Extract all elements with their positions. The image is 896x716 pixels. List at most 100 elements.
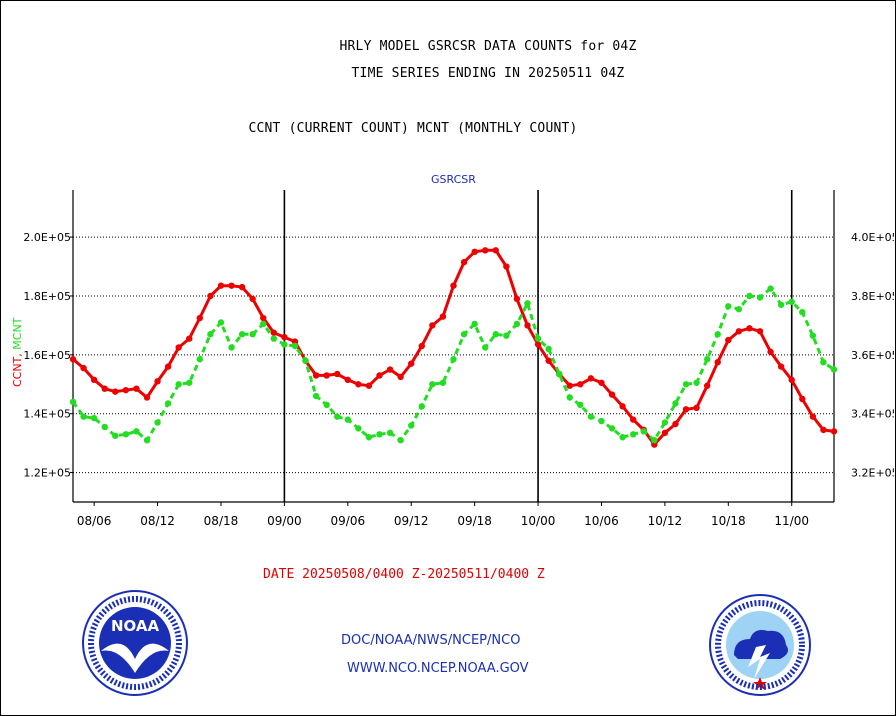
- series-point-ccnt: [365, 382, 373, 389]
- y-right-tick-label: 4.0E+05: [851, 231, 895, 244]
- series-point-ccnt: [503, 263, 510, 270]
- series-point-mcnt: [164, 400, 172, 407]
- series-point-mcnt: [228, 344, 235, 351]
- series-point-mcnt: [651, 436, 658, 444]
- series-point-ccnt: [545, 357, 552, 364]
- x-tick-label: 09/12: [394, 514, 429, 528]
- series-point-ccnt: [249, 295, 256, 303]
- series-point-mcnt: [682, 381, 690, 388]
- series-point-mcnt: [661, 419, 669, 426]
- series-point-ccnt: [143, 394, 151, 401]
- series-point-ccnt: [682, 406, 690, 413]
- series-point-mcnt: [365, 434, 373, 441]
- series-point-mcnt: [207, 331, 214, 338]
- x-tick-label: 10/06: [584, 514, 619, 528]
- y-right-ticks: 3.2E+05 3.4E+05 3.6E+05 3.8E+05 4.0E+05: [851, 231, 895, 479]
- series-point-ccnt: [820, 426, 827, 434]
- series-point-mcnt: [577, 401, 584, 409]
- series-point-mcnt: [80, 413, 87, 420]
- series-point-ccnt: [323, 372, 330, 379]
- series-point-mcnt: [809, 332, 817, 339]
- series-point-mcnt: [323, 401, 330, 409]
- series-point-mcnt: [566, 394, 573, 401]
- series-point-ccnt: [69, 356, 77, 363]
- x-tick-label: 10/18: [711, 514, 746, 528]
- series-point-ccnt: [164, 363, 172, 370]
- series-point-mcnt: [355, 425, 362, 432]
- series-point-mcnt: [90, 414, 98, 422]
- panel-label: GSRCSR: [431, 173, 476, 186]
- series-point-mcnt: [756, 294, 764, 301]
- series-point-ccnt: [133, 385, 140, 392]
- series-point-ccnt: [196, 314, 204, 322]
- series-line-ccnt: [72, 248, 835, 447]
- series-point-mcnt: [767, 285, 774, 292]
- org-website-link[interactable]: WWW.NCO.NCEP.NOAA.GOV: [347, 661, 529, 676]
- y-right-tick-label: 3.4E+05: [851, 408, 895, 421]
- series-point-ccnt: [830, 428, 838, 435]
- series-point-mcnt: [640, 428, 647, 435]
- series-point-ccnt: [217, 282, 225, 289]
- series-point-ccnt: [703, 382, 711, 389]
- noaa-logo-disc: [99, 607, 171, 679]
- series-point-ccnt: [672, 420, 679, 428]
- series-point-mcnt: [386, 429, 394, 437]
- series-point-ccnt: [101, 385, 108, 392]
- series-point-ccnt: [693, 404, 700, 412]
- x-tick-label: 09/06: [331, 514, 366, 528]
- series-point-mcnt: [555, 370, 563, 378]
- series-point-mcnt: [482, 344, 489, 351]
- series-point-ccnt: [608, 391, 616, 398]
- series-point-ccnt: [746, 325, 753, 332]
- y-axis-title-mcnt: MCNT: [11, 317, 24, 349]
- series-point-mcnt: [460, 331, 468, 338]
- series-point-ccnt: [524, 322, 531, 329]
- x-tick-label: 10/00: [521, 514, 556, 528]
- series-point-ccnt: [207, 292, 214, 300]
- series-point-ccnt: [619, 403, 626, 410]
- chart-title-line1: HRLY MODEL GSRCSR DATA COUNTS for 04Z: [339, 39, 637, 54]
- noaa-logo-lettering: [88, 596, 182, 690]
- series-point-mcnt: [777, 301, 785, 308]
- series-point-mcnt: [154, 419, 161, 426]
- series-point-ccnt: [725, 336, 732, 344]
- series-point-mcnt: [302, 357, 309, 364]
- series-point-mcnt: [799, 308, 806, 316]
- nws-lightning-icon: [748, 645, 770, 679]
- series-point-mcnt: [260, 320, 267, 328]
- series-point-ccnt: [577, 381, 584, 388]
- series-point-mcnt: [471, 320, 478, 328]
- series-point-mcnt: [439, 379, 447, 386]
- series-point-mcnt: [238, 331, 246, 338]
- chart-subtitle: CCNT (CURRENT COUNT) MCNT (MONTHLY COUNT…: [248, 121, 578, 136]
- x-tick-label: 08/18: [204, 514, 239, 528]
- y-left-tick-label: 1.8E+05: [23, 290, 71, 303]
- series-point-ccnt: [661, 429, 669, 437]
- series-point-mcnt: [112, 432, 119, 439]
- series-point-mcnt: [312, 392, 320, 400]
- nws-logo: [709, 594, 811, 696]
- series-point-mcnt: [587, 413, 595, 420]
- series-point-mcnt: [672, 400, 679, 407]
- y-axis-title-text: CCNT, MCNT: [11, 317, 24, 387]
- series-point-ccnt: [260, 314, 267, 322]
- noaa-gull-icon: [101, 643, 169, 673]
- series-point-mcnt: [788, 298, 795, 306]
- chart-title-line2: TIME SERIES ENDING IN 20250511 04Z: [351, 66, 625, 81]
- series-point-ccnt: [809, 413, 817, 420]
- x-tick-label: 08/06: [77, 514, 112, 528]
- series-point-ccnt: [714, 358, 721, 366]
- series-point-mcnt: [408, 422, 415, 429]
- series-point-ccnt: [439, 313, 447, 320]
- series-point-mcnt: [344, 416, 352, 423]
- series-point-mcnt: [820, 358, 827, 366]
- series-point-mcnt: [629, 431, 637, 438]
- series-point-mcnt: [270, 335, 278, 342]
- series-point-mcnt: [746, 292, 753, 300]
- series-point-ccnt: [344, 376, 352, 384]
- series-point-mcnt: [122, 431, 130, 438]
- series-point-ccnt: [80, 364, 87, 372]
- date-range-text: DATE 20250508/0400 Z-20250511/0400 Z: [263, 567, 545, 582]
